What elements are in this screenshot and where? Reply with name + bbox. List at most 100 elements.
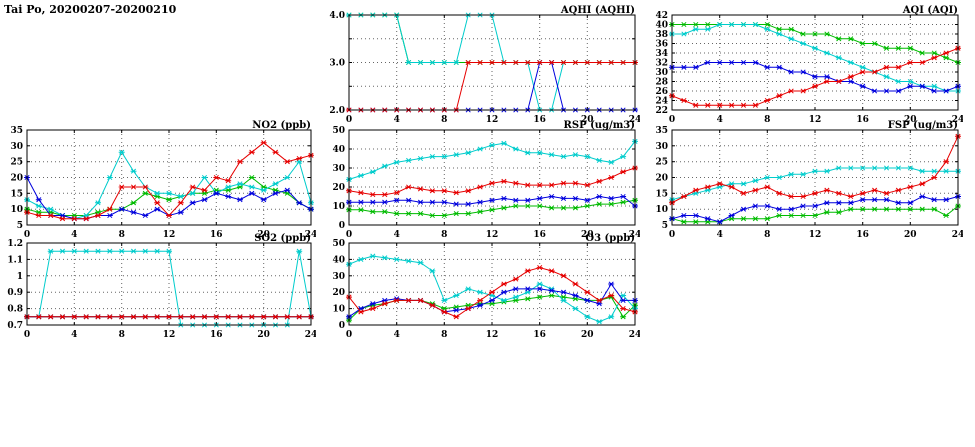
x-tick-label: 20 [904,230,917,240]
y-tick-label: 5 [662,221,668,231]
y-tick-label: 22 [655,106,668,116]
series-line-blue [349,195,636,207]
y-tick-label: 10 [655,205,668,215]
series-markers-cyan [669,21,961,94]
y-tick-label: 2.0 [329,106,345,116]
y-tick-label: 10 [10,205,23,215]
series-line-red [349,62,635,111]
x-tick-label: 12 [486,230,499,240]
series-line-green [26,176,312,216]
y-tick-label: 24 [655,97,668,107]
y-tick-label: 26 [655,87,668,97]
y-tick-label: 4.0 [329,11,345,21]
x-tick-label: 12 [163,230,176,240]
x-tick-label: 4 [71,330,77,340]
y-tick-label: 10 [332,305,345,315]
y-tick-label: 20 [10,174,23,184]
y-tick-label: 40 [655,21,668,31]
chart-fsp: 0 4 8 12 16 20 24 5 10 15 20 25 30 35 FSP (ug/m3) [645,120,964,241]
y-tick-label: 15 [655,189,668,199]
y-tick-label: 0.9 [7,288,23,298]
x-tick-label: 4 [71,230,77,240]
x-tick-label: 0 [346,330,352,340]
y-tick-label: 0 [339,321,345,331]
y-tick-label: 35 [655,126,668,136]
x-tick-label: 8 [119,330,125,340]
chart-canvas-no2: 0 4 8 12 16 20 24 5 10 15 20 25 30 35 NO2 (ppb) [10,120,317,240]
x-tick-label: 12 [163,330,176,340]
x-tick-label: 12 [486,115,499,125]
y-tick-label: 42 [655,11,668,21]
y-tick-label: 1.1 [7,255,23,265]
x-tick-label: 4 [717,230,723,240]
x-tick-label: 0 [346,230,352,240]
y-tick-label: 50 [332,126,345,136]
y-tick-label: 5 [17,221,23,231]
y-tick-label: 40 [332,255,345,265]
x-tick-label: 8 [441,330,447,340]
series-markers-cyan [346,253,638,325]
x-tick-label: 8 [119,230,125,240]
x-tick-label: 0 [669,230,675,240]
x-tick-label: 24 [305,330,316,340]
x-tick-label: 8 [441,115,447,125]
chart-title: RSP (ug/m3) [564,120,635,131]
chart-title: NO2 (ppb) [252,120,311,131]
y-tick-label: 20 [655,174,668,184]
y-tick-label: 35 [10,126,23,136]
x-tick-label: 0 [24,330,30,340]
x-tick-label: 24 [629,115,640,125]
y-tick-label: 0.7 [7,321,23,331]
series-markers-cyan [346,138,638,182]
series-markers-blue [669,59,961,94]
chart-title: SO2 (ppb) [254,233,311,244]
y-tick-label: 0.8 [7,305,23,315]
y-tick-label: 30 [332,164,345,174]
series-line-green [671,205,959,223]
y-tick-label: 25 [10,158,23,168]
chart-canvas-rsp: 0 4 8 12 16 20 24 0 10 20 30 40 50 RSP (ug/m3) [332,120,641,240]
chart-title: AQHI (AQHI) [560,5,635,16]
x-tick-label: 16 [533,330,546,340]
y-tick-label: 40 [332,145,345,155]
series-markers-cyan [669,165,961,203]
y-tick-label: 25 [655,158,668,168]
x-tick-label: 24 [952,230,963,240]
y-tick-label: 1 [17,272,23,282]
chart-title: O3 (ppb) [585,233,635,244]
y-tick-label: 38 [655,30,668,40]
x-tick-label: 16 [856,230,869,240]
chart-no2: 0 4 8 12 16 20 24 5 10 15 20 25 30 35 NO2 (ppb) [0,120,317,241]
series-line-cyan [348,141,636,180]
x-tick-label: 20 [257,230,270,240]
chart-aqhi: 0 4 8 12 16 20 24 2.0 3.0 4.0 AQHI (AQHI) [322,5,641,126]
y-tick-label: 3.0 [329,59,345,69]
chart-o3: 0 4 8 12 16 20 24 0 10 20 30 40 50 O3 (ppb) [322,233,641,341]
x-tick-label: 12 [809,230,822,240]
x-tick-label: 16 [533,115,546,125]
y-tick-label: 30 [10,142,23,152]
x-tick-label: 24 [952,115,963,125]
y-tick-label: 34 [655,49,668,59]
y-tick-label: 30 [655,68,668,78]
y-tick-label: 20 [332,183,345,193]
series-line-blue [349,62,635,111]
x-tick-label: 4 [717,115,723,125]
x-tick-label: 0 [24,230,30,240]
x-tick-label: 20 [257,330,270,340]
y-tick-label: 36 [655,40,668,50]
x-tick-label: 16 [533,230,546,240]
y-tick-label: 32 [655,59,668,69]
x-tick-label: 16 [210,230,223,240]
x-tick-label: 8 [764,230,770,240]
x-tick-label: 4 [394,330,400,340]
x-tick-label: 0 [669,115,675,125]
y-tick-label: 28 [655,78,668,88]
x-tick-label: 4 [394,115,400,125]
x-tick-label: 20 [581,330,594,340]
x-tick-label: 24 [305,230,316,240]
chart-canvas-fsp: 0 4 8 12 16 20 24 5 10 15 20 25 30 35 FSP (ug/m3) [655,120,964,240]
